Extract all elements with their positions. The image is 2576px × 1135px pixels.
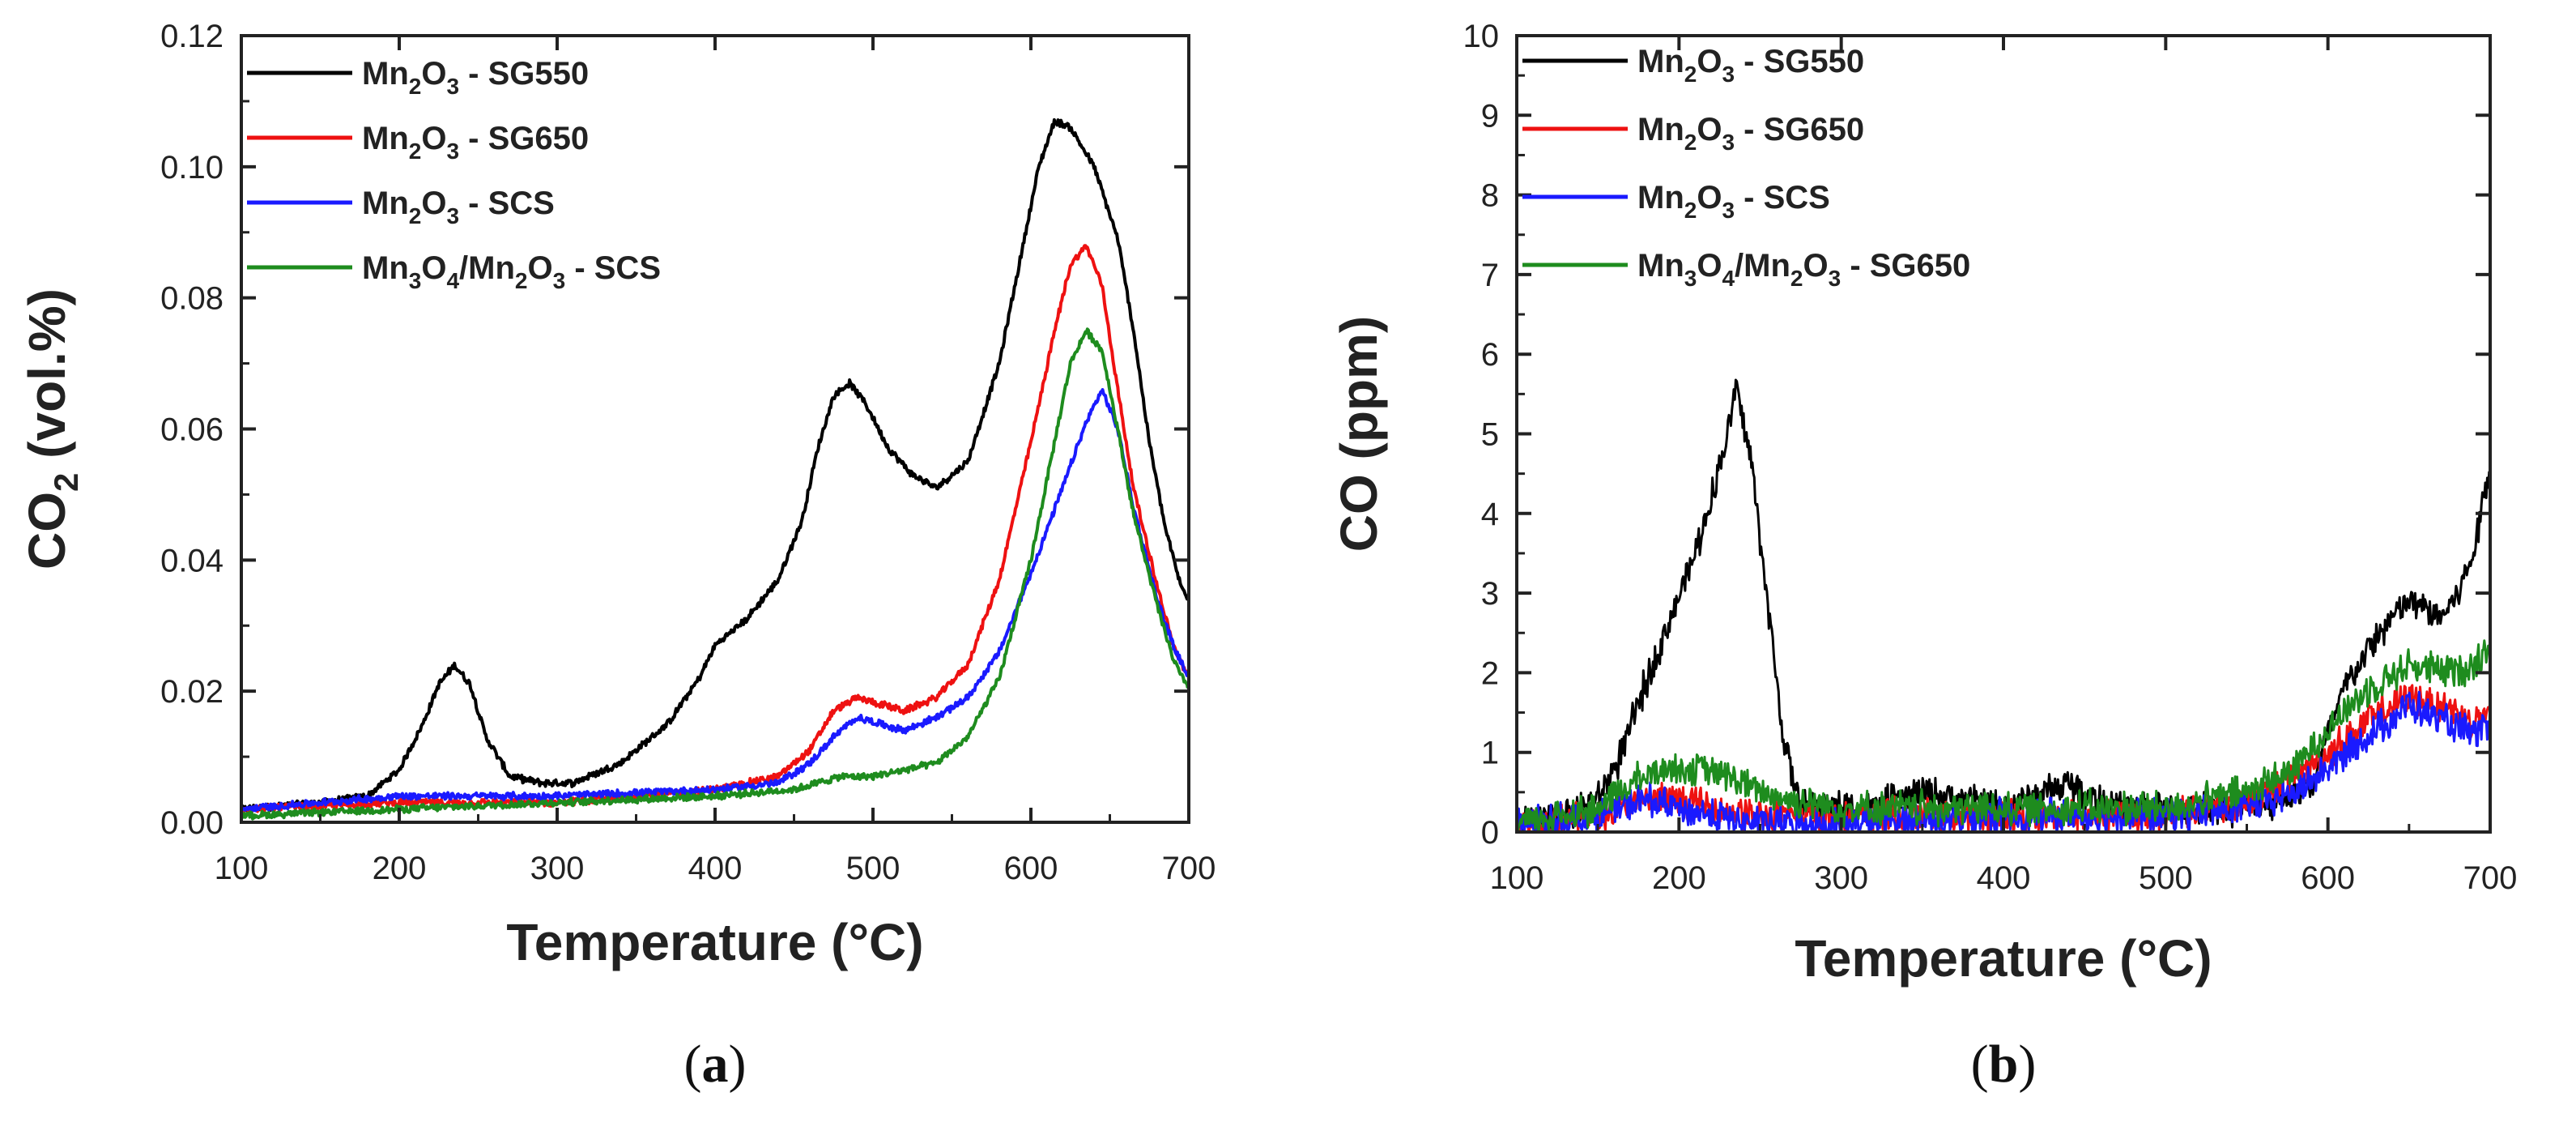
legend-label: Mn2O3 - SG650 <box>362 121 589 164</box>
y-tick-label: 0.08 <box>160 281 224 317</box>
y-tick-label: 7 <box>1481 258 1499 293</box>
panel-caption: (b) <box>1971 1035 2037 1094</box>
legend-label: Mn3O4/Mn2O3 - SG650 <box>1637 248 1970 291</box>
y-tick-label: 4 <box>1481 497 1499 532</box>
series-line-1 <box>240 117 1190 813</box>
y-tick-label: 8 <box>1481 178 1499 214</box>
y-tick-label: 1 <box>1481 736 1499 771</box>
legend-label: Mn2O3 - SCS <box>362 186 555 228</box>
y-axis-title: CO (ppm) <box>1330 316 1388 553</box>
legend-label: Mn2O3 - SCS <box>1637 180 1830 223</box>
legend: Mn2O3 - SG550 Mn2O3 - SG650 Mn2O3 - SCS Mn3… <box>247 56 661 293</box>
chart-panel-a: 100 200 300 400 500 600 700 0.00 0.02 0.04 0.06 0.0… <box>18 19 1216 1094</box>
y-tick-label: 3 <box>1481 576 1499 612</box>
x-axis-title: Temperature (°C) <box>1795 929 2212 988</box>
y-tick-label: 0.12 <box>160 19 224 54</box>
x-tick-label: 400 <box>688 851 743 886</box>
x-tick-label: 400 <box>1977 860 2031 896</box>
x-tick-label: 500 <box>2139 860 2193 896</box>
legend-label: Mn3O4/Mn2O3 - SCS <box>362 250 661 293</box>
y-tick-label: 0.00 <box>160 805 224 841</box>
x-tick-label: 300 <box>1814 860 1868 896</box>
y-tick-label: 0.02 <box>160 674 224 710</box>
panel-caption: (a) <box>684 1035 747 1094</box>
x-tick-label: 300 <box>530 851 585 886</box>
legend-label: Mn2O3 - SG550 <box>362 56 589 99</box>
y-tick-label: 9 <box>1481 98 1499 134</box>
y-tick-label: 10 <box>1463 19 1500 54</box>
y-tick-label: 0.10 <box>160 150 224 186</box>
x-tick-label: 700 <box>1162 851 1216 886</box>
x-axis-title: Temperature (°C) <box>506 913 923 971</box>
x-tick-label: 100 <box>215 851 269 886</box>
legend-label: Mn2O3 - SG550 <box>1637 44 1864 87</box>
y-tick-label: 2 <box>1481 655 1499 691</box>
y-axis-title: CO2 (vol.%) <box>18 288 85 570</box>
y-tick-label: 0.06 <box>160 412 224 448</box>
series-line-3 <box>240 388 1190 813</box>
x-tick-label: 100 <box>1490 860 1544 896</box>
y-tick-label: 0.04 <box>160 543 224 578</box>
y-tick-label: 0 <box>1481 815 1499 851</box>
legend: Mn2O3 - SG550 Mn2O3 - SG650 Mn2O3 - SCS Mn3… <box>1522 44 1970 291</box>
chart-panel-b: 100 200 300 400 500 600 700 0 1 2 3 4 5 6 7 8 9 10 Tempera… <box>1330 19 2517 1094</box>
x-tick-label: 600 <box>2301 860 2355 896</box>
x-tick-label: 200 <box>373 851 427 886</box>
legend-label: Mn2O3 - SG650 <box>1637 112 1864 155</box>
x-tick-label: 600 <box>1004 851 1058 886</box>
x-tick-label: 500 <box>846 851 901 886</box>
y-tick-label: 5 <box>1481 417 1499 453</box>
series-line-4 <box>240 327 1190 821</box>
y-tick-label: 6 <box>1481 337 1499 373</box>
x-tick-label: 700 <box>2463 860 2518 896</box>
series-line-4 <box>1515 639 2491 834</box>
x-tick-label: 200 <box>1652 860 1706 896</box>
